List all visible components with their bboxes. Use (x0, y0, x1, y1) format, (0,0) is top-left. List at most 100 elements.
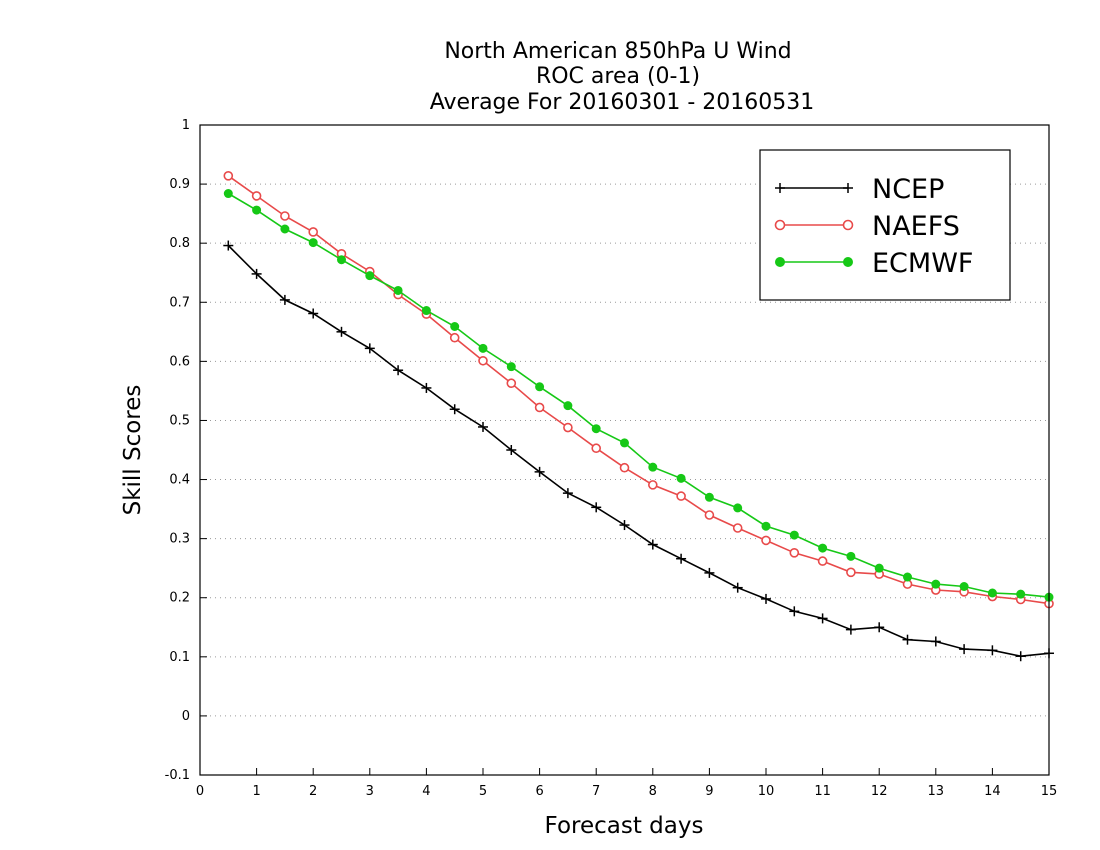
ncep-point (336, 326, 347, 337)
x-tick-label: 2 (309, 784, 317, 799)
x-tick-label: 5 (479, 784, 487, 799)
x-tick-label: 13 (928, 784, 945, 799)
ncep-point (987, 645, 998, 656)
ecmwf-point (648, 462, 658, 472)
chart-title: North American 850hPa U Wind ROC area (0… (430, 39, 815, 115)
ecmwf-point (846, 551, 856, 561)
series-ncep (223, 240, 1054, 662)
naefs-point (647, 480, 658, 490)
ecmwf-point (252, 205, 262, 215)
x-tick-label: 14 (984, 784, 1001, 799)
ecmwf-point (478, 343, 488, 353)
y-tick-label: 0.7 (169, 295, 190, 310)
x-tick-label: 10 (758, 784, 775, 799)
ncep-point (619, 520, 630, 531)
ncep-point (506, 445, 517, 455)
ncep-point (591, 502, 602, 513)
chart-title-line-2: ROC area (0-1) (536, 64, 700, 89)
ncep-point (902, 634, 913, 645)
x-tick-label: 6 (535, 784, 543, 799)
ecmwf-point (280, 224, 290, 234)
y-tick-label: 0.1 (169, 650, 190, 665)
ecmwf-point (789, 530, 799, 540)
ecmwf-point (931, 579, 941, 589)
naefs-point (280, 211, 290, 221)
naefs-point (789, 548, 800, 558)
x-tick-label: 7 (592, 784, 600, 799)
ncep-legend-point (843, 183, 853, 193)
ecmwf-point (506, 362, 516, 372)
naefs-point (704, 510, 715, 520)
naefs-point (591, 443, 602, 454)
chart-title-line-1: North American 850hPa U Wind (444, 39, 791, 64)
ecmwf-point (450, 322, 460, 331)
ncep-point (308, 308, 319, 319)
naefs-point (619, 462, 630, 473)
chart-title-line-3: Average For 20160301 - 20160531 (430, 90, 815, 115)
ncep-point (959, 644, 970, 655)
series-naefs-line (227, 175, 1050, 605)
legend: NCEP NAEFS ECMWF (759, 149, 1011, 301)
ncep-point (761, 593, 771, 604)
ncep-point (562, 488, 573, 499)
x-tick-label: 12 (871, 784, 888, 799)
y-tick-label: 0.2 (169, 591, 190, 606)
legend-label-ecmwf: ECMWF (872, 248, 973, 279)
ecmwf-legend-point (775, 257, 785, 267)
ncep-point (478, 421, 488, 432)
y-tick-label: 0.6 (169, 354, 190, 369)
ncep-point (223, 240, 234, 251)
y-tick-label: 0.4 (169, 473, 190, 488)
x-tick-label: 9 (705, 784, 713, 799)
ecmwf-point (1016, 589, 1026, 599)
ecmwf-point (563, 401, 573, 411)
naefs-point (449, 332, 460, 343)
ncep-point (449, 404, 460, 415)
ecmwf-point (733, 503, 743, 513)
naefs-point (223, 171, 234, 181)
naefs-point (563, 422, 573, 433)
y-tick-label: -0.1 (165, 768, 190, 783)
ecmwf-point (903, 572, 912, 582)
axes: -0.100.10.20.30.40.50.60.70.80.910 1 2 3 4 5 6… (165, 118, 1058, 799)
legend-item-ecmwf: ECMWF (775, 248, 973, 279)
ecmwf-point (620, 438, 629, 448)
x-axis-label: Forecast days (545, 813, 704, 839)
ncep-point (704, 567, 715, 578)
ecmwf-point (676, 473, 686, 483)
ecmwf-point (535, 382, 545, 392)
legend-item-naefs: NAEFS (774, 211, 960, 242)
y-tick-label: 0.5 (169, 413, 190, 428)
ecmwf-point (818, 543, 828, 553)
x-tick-label: 15 (1041, 784, 1058, 799)
ncep-point (789, 606, 800, 617)
ecmwf-point (421, 306, 431, 316)
y-axis-label: Skill Scores (120, 385, 146, 516)
y-tick-label: 1 (182, 118, 190, 133)
naefs-point (846, 567, 856, 578)
ncep-point (279, 294, 290, 305)
legend-label-naefs: NAEFS (872, 211, 960, 242)
ecmwf-point (761, 521, 771, 531)
ncep-point (817, 613, 828, 624)
ecmwf-point (337, 255, 346, 265)
ecmwf-point (959, 582, 969, 591)
series-ncep-line (227, 244, 1050, 658)
ecmwf-point (365, 271, 375, 281)
ncep-point (874, 622, 885, 633)
x-tick-label: 0 (196, 784, 204, 799)
ncep-point (421, 382, 432, 393)
series-ecmwf-line (227, 192, 1050, 598)
ncep-point (364, 343, 375, 354)
legend-item-ncep: NCEP (775, 174, 944, 205)
ncep-point (1015, 651, 1026, 662)
x-tick-label: 11 (814, 784, 831, 799)
x-tick-label: 3 (366, 784, 374, 799)
naefs-legend-point (774, 219, 786, 231)
y-tick-label: 0 (182, 709, 190, 724)
ncep-point (930, 636, 941, 647)
ecmwf-point (704, 492, 714, 502)
y-tick-label: 0.8 (169, 236, 190, 251)
ecmwf-point (591, 424, 601, 434)
